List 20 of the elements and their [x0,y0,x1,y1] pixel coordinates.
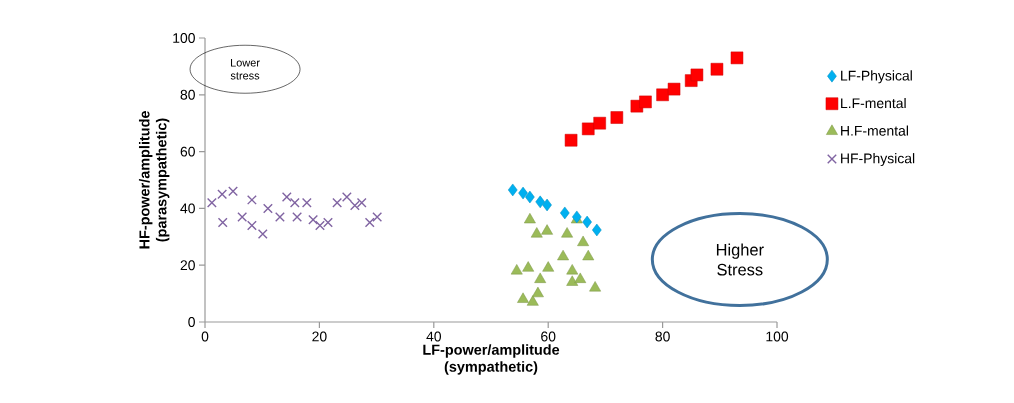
annotation: Lower stress [230,58,260,80]
x-tick-label: 80 [655,331,670,342]
x-tick-label: 100 [766,331,789,342]
y-tick-label: 100 [173,33,195,43]
y-tick-label: 20 [180,260,195,271]
y-tick-label: 60 [180,146,195,157]
x-axis-title: LF-power/amplitude (sympathetic) [423,344,560,375]
annotation: Higher Stress [716,243,764,276]
y-tick-label: 0 [188,317,195,327]
y-tick-label: 40 [180,203,195,214]
x-tick-label: 0 [201,331,209,342]
x-tick-label: 40 [426,331,442,342]
legend-label: LF-Physical [841,70,912,84]
legend-label: HF-Physical [841,153,915,167]
x-tick-label: 20 [312,331,327,342]
legend-label: H.F-mental [841,125,908,136]
legend-label: L.F-mental [841,97,906,109]
y-tick-label: 80 [180,89,195,100]
y-axis-title: HF-power/amplitude (parasympathetic) [138,111,170,249]
x-tick-label: 60 [541,331,556,342]
